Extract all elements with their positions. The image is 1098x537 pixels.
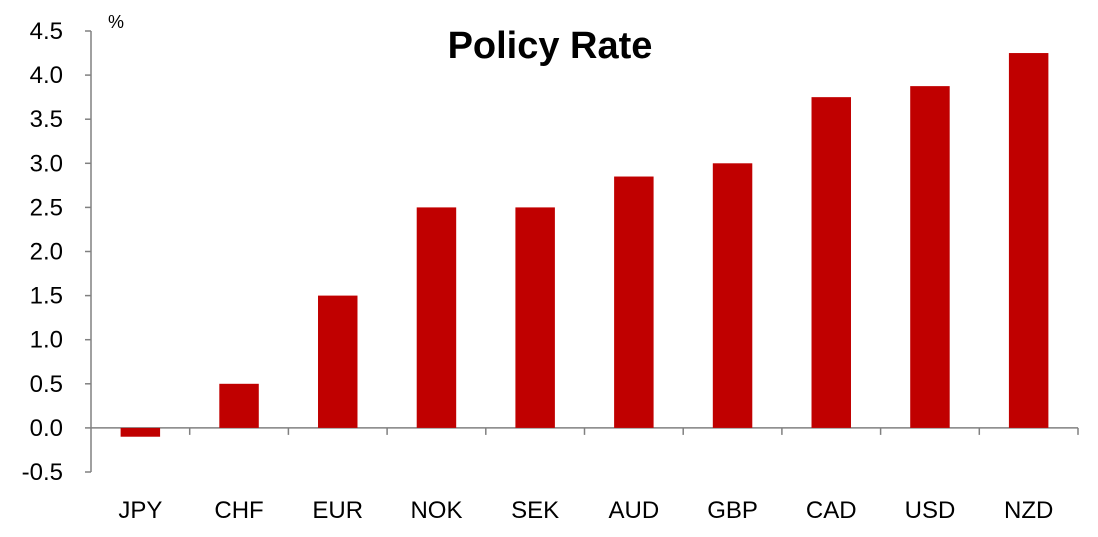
y-axis-unit-label: % [108, 12, 124, 32]
x-tick-label: NOK [410, 497, 462, 524]
bar-eur [318, 295, 358, 428]
bar-nok [416, 207, 457, 428]
bar-gbp [712, 163, 753, 428]
y-tick-label: 2.5 [30, 194, 63, 221]
y-tick-label: 0.0 [30, 415, 63, 442]
x-tick-label: NZD [1004, 497, 1053, 524]
bar-nzd [1008, 53, 1049, 428]
bar-cad [811, 97, 851, 428]
y-tick-label: 2.0 [30, 239, 63, 266]
y-axis: 4.5 4.0 3.5 3.0 2.5 2.0 1.5 1.0 0.5 0.0 -0.5 [22, 18, 92, 486]
y-tick-label: 3.5 [30, 106, 63, 133]
bar-aud [614, 176, 654, 428]
chart-title: Policy Rate [448, 25, 653, 67]
bars-series [120, 53, 1049, 437]
y-tick-label: 4.5 [30, 18, 63, 45]
y-tick-label: 3.0 [30, 150, 63, 177]
bar-usd [910, 86, 950, 428]
x-tick-label: GBP [707, 497, 758, 524]
y-tick-label: -0.5 [22, 459, 63, 486]
y-tick-label: 1.5 [30, 283, 63, 310]
x-tick-label: SEK [511, 497, 559, 524]
y-tick-label: 1.0 [30, 327, 63, 354]
bar-sek [515, 207, 555, 428]
x-tick-label: CAD [806, 497, 857, 524]
bar-chf [219, 383, 259, 428]
x-tick-label: CHF [214, 497, 263, 524]
bar-jpy [120, 427, 161, 437]
x-tick-label: AUD [609, 497, 660, 524]
x-tick-label: JPY [118, 497, 162, 524]
y-tick-label: 4.0 [30, 62, 63, 89]
x-tick-label: USD [905, 497, 956, 524]
x-axis: JPY CHF EUR NOK SEK AUD GBP CAD USD NZD [91, 427, 1079, 524]
y-tick-label: 0.5 [30, 371, 63, 398]
x-tick-label: EUR [312, 497, 363, 524]
